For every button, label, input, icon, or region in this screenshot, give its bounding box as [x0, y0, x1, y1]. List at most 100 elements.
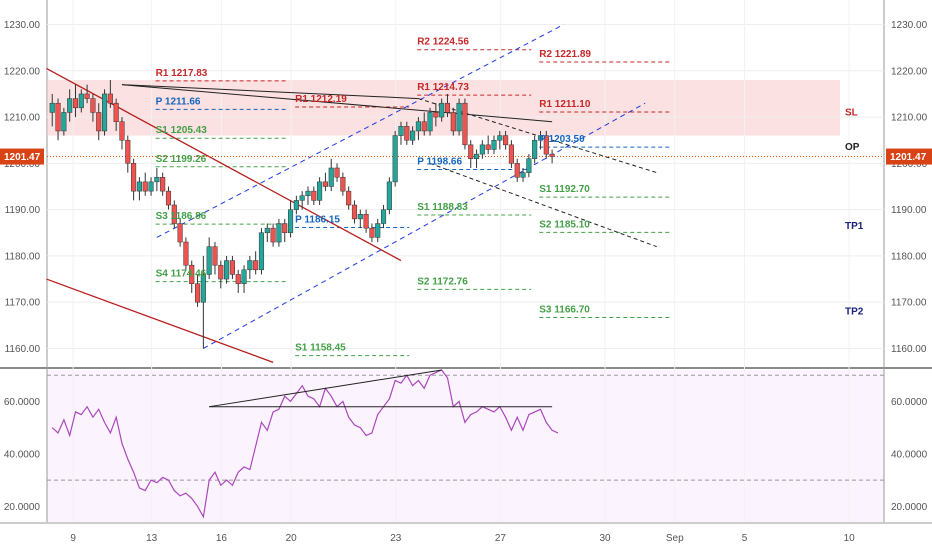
rsi-panel-background: [47, 370, 884, 522]
candle: [218, 260, 224, 289]
candle: [224, 255, 230, 284]
last-price-badge-bg: [886, 148, 932, 165]
candle: [410, 126, 416, 145]
candle: [212, 242, 218, 275]
candle: [101, 89, 108, 136]
candle-body-up: [78, 93, 84, 109]
pivot-level-label: S1 1188.83: [417, 202, 468, 213]
candle-body-down: [503, 135, 509, 146]
candle-body-up: [456, 102, 462, 132]
pivot-level-label: P 1211.66: [156, 96, 201, 107]
candle: [200, 255, 206, 349]
candle-body-down: [351, 204, 358, 220]
candle-body-up: [497, 135, 503, 141]
candle: [78, 89, 84, 113]
candle: [462, 98, 468, 150]
candle-body-down: [543, 135, 549, 155]
candle-body-up: [264, 227, 270, 234]
pivot-level-label: R2 1224.56: [417, 37, 469, 48]
pivot-level-label: S1 1192.70: [539, 184, 590, 195]
pivot-level-label: R1 1217.83: [156, 68, 208, 79]
time-tick-label: 10: [844, 533, 856, 544]
projection-line-2: [429, 162, 657, 248]
pivot-level-label: R1 1214.73: [417, 82, 469, 93]
candle-body-up: [427, 112, 433, 132]
candle-body-down: [363, 214, 369, 229]
candle-body-down: [433, 112, 439, 118]
candle-body-down: [131, 163, 137, 192]
candle-body-up: [206, 246, 212, 275]
candle: [433, 103, 439, 127]
candle-body-up: [532, 139, 538, 159]
rsi-tick-label-right: 40.0000: [891, 449, 928, 460]
candle-body-up: [473, 153, 480, 159]
candle-body-up: [410, 130, 416, 141]
candle-body-down: [189, 264, 195, 284]
candle-body-down: [72, 98, 79, 109]
candle-body-down: [444, 102, 451, 113]
time-tick-label: 27: [495, 533, 507, 544]
resistance-line-2: [121, 84, 553, 123]
trade-tag-op: OP: [845, 142, 860, 153]
candle: [136, 177, 142, 201]
candle: [171, 200, 177, 229]
candle-body-down: [514, 163, 520, 178]
rsi-tick-label-left: 20.0000: [4, 502, 41, 513]
candle-body-down: [229, 260, 235, 275]
candle-body-down: [119, 121, 125, 141]
price-tick-label-left: 1190.00: [5, 205, 41, 216]
candle: [67, 89, 73, 122]
candle-body-down: [485, 144, 491, 150]
candle-body-up: [520, 172, 526, 178]
candle-body-up: [537, 135, 544, 141]
candle-body-down: [311, 190, 317, 201]
candle-body-up: [357, 214, 363, 220]
time-tick-label: 16: [216, 533, 228, 544]
candle: [61, 107, 67, 136]
candle-body-down: [270, 227, 276, 243]
candle: [346, 186, 352, 210]
candle: [142, 172, 148, 196]
candle: [340, 172, 346, 196]
candle: [503, 130, 509, 150]
pivot-level-label: S3 1186.86: [156, 211, 207, 222]
candle-body-down: [183, 241, 189, 266]
candle: [119, 117, 125, 150]
candle-body-down: [55, 102, 61, 132]
resistance-line: [121, 84, 419, 100]
candle: [189, 260, 195, 293]
candle: [276, 218, 282, 247]
candle: [72, 84, 79, 118]
candle-body-down: [235, 274, 241, 284]
candle: [165, 186, 172, 210]
candle-body-down: [468, 144, 474, 159]
candle: [444, 93, 451, 118]
candle: [311, 186, 317, 206]
candle: [375, 218, 381, 243]
candle: [55, 98, 61, 141]
price-tick-label-right: 1210.00: [891, 113, 928, 124]
pivot-level-label: S2 1199.26: [156, 154, 207, 165]
candle: [520, 167, 526, 182]
candle-body-down: [508, 144, 514, 164]
candle-body-up: [380, 209, 387, 224]
candle: [148, 177, 154, 196]
candle-body-down: [125, 139, 131, 164]
price-tick-label-right: 1190.00: [891, 205, 927, 216]
candle-body-down: [462, 102, 468, 146]
candle: [299, 191, 305, 210]
candle-body-down: [253, 260, 259, 271]
rsi-tick-label-right: 60.0000: [891, 397, 928, 408]
candle-body-down: [212, 246, 218, 266]
last-price-badge-text: 1201.47: [890, 152, 927, 163]
candle-body-down: [549, 153, 555, 157]
pivot-level-label: P 1186.15: [295, 214, 340, 225]
candle: [253, 251, 259, 275]
candle: [468, 140, 474, 168]
candle: [206, 237, 212, 280]
pivot-level-label: R2 1221.89: [539, 49, 591, 60]
candle-body-up: [299, 195, 305, 201]
candle: [392, 130, 398, 187]
candle-body-up: [61, 112, 67, 132]
